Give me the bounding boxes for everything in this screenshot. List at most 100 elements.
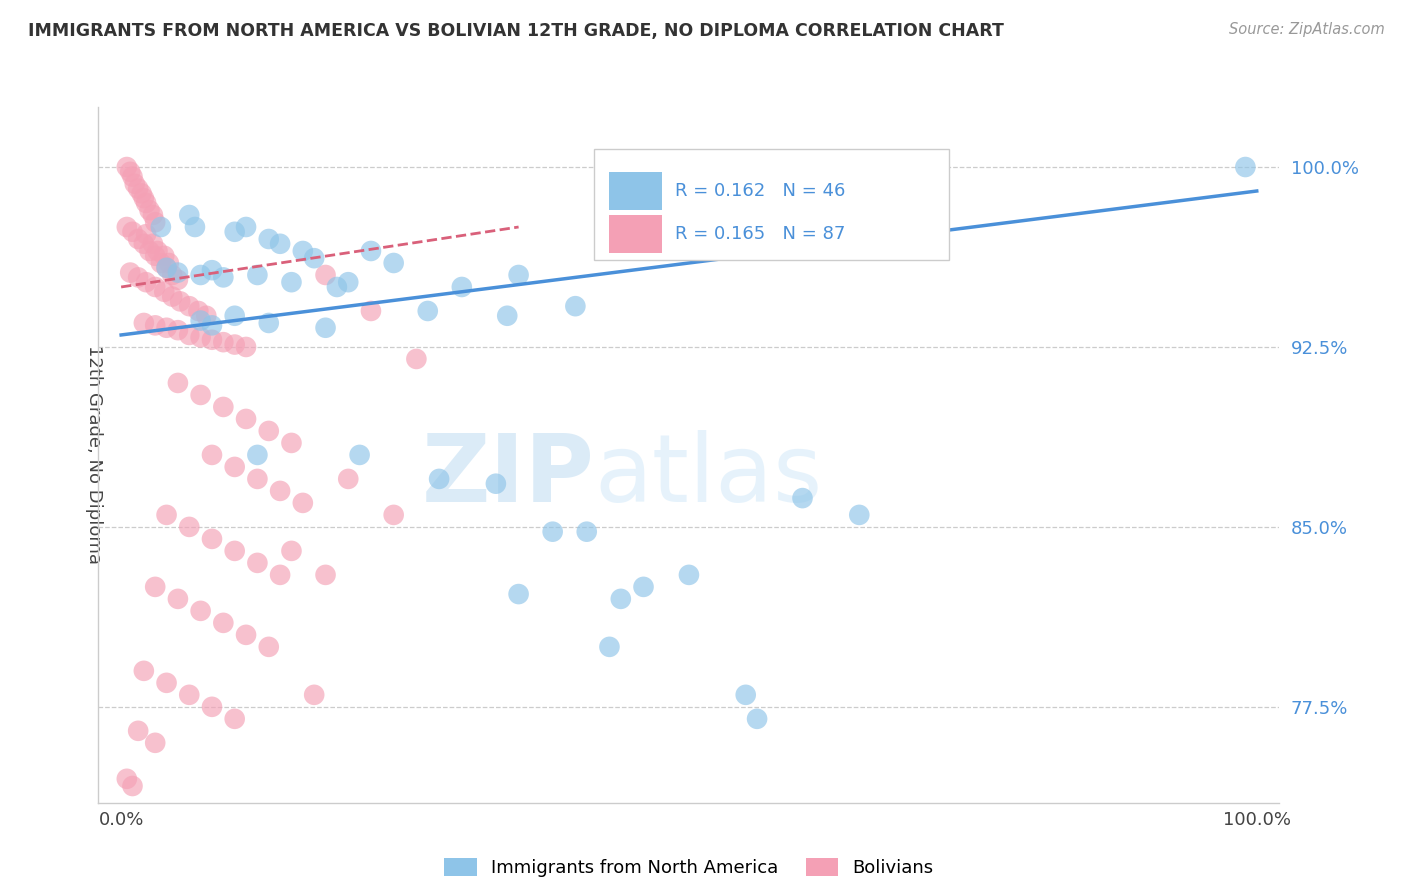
Point: [485, 476, 508, 491]
Point: [326, 280, 349, 294]
Point: [257, 316, 280, 330]
Point: [450, 280, 472, 294]
Point: [127, 232, 149, 246]
Point: [848, 508, 870, 522]
Point: [138, 244, 160, 258]
Point: [121, 169, 143, 184]
Point: [360, 244, 382, 258]
Y-axis label: 12th Grade, No Diploma: 12th Grade, No Diploma: [84, 345, 103, 565]
Text: R = 0.165   N = 87: R = 0.165 N = 87: [675, 225, 845, 243]
Point: [291, 244, 314, 258]
Point: [246, 472, 269, 486]
Point: [135, 275, 157, 289]
Point: [146, 244, 169, 258]
Point: [405, 351, 427, 366]
Point: [224, 309, 246, 323]
Point: [167, 323, 190, 337]
Point: [235, 412, 257, 426]
Point: [115, 772, 138, 786]
Point: [143, 580, 166, 594]
Point: [633, 580, 655, 594]
Point: [132, 236, 155, 251]
Text: IMMIGRANTS FROM NORTH AMERICA VS BOLIVIAN 12TH GRADE, NO DIPLOMA CORRELATION CHA: IMMIGRANTS FROM NORTH AMERICA VS BOLIVIA…: [28, 22, 1004, 40]
Point: [155, 260, 177, 275]
Point: [496, 309, 519, 323]
Point: [280, 544, 302, 558]
Text: atlas: atlas: [595, 430, 823, 522]
Point: [179, 520, 201, 534]
Text: R = 0.162   N = 46: R = 0.162 N = 46: [675, 182, 845, 200]
Point: [575, 524, 598, 539]
Point: [678, 567, 700, 582]
FancyBboxPatch shape: [595, 149, 949, 260]
Point: [132, 191, 155, 205]
Point: [315, 320, 337, 334]
Point: [257, 424, 280, 438]
Point: [224, 459, 246, 474]
Point: [224, 544, 246, 558]
Point: [149, 256, 172, 270]
Point: [349, 448, 371, 462]
Point: [121, 779, 143, 793]
Point: [143, 736, 166, 750]
Point: [201, 448, 224, 462]
Point: [235, 219, 257, 234]
Point: [179, 688, 201, 702]
Bar: [609, 172, 662, 210]
Point: [610, 591, 633, 606]
Point: [269, 236, 291, 251]
Point: [153, 249, 176, 263]
Point: [564, 299, 586, 313]
Point: [121, 225, 143, 239]
Point: [598, 640, 620, 654]
Point: [142, 208, 165, 222]
Point: [382, 508, 405, 522]
Point: [132, 316, 155, 330]
Point: [138, 203, 160, 218]
Point: [135, 227, 157, 242]
Point: [235, 340, 257, 354]
Point: [131, 186, 153, 201]
Point: [212, 335, 235, 350]
Point: [315, 567, 337, 582]
Point: [143, 280, 166, 294]
Bar: [609, 215, 662, 253]
Point: [155, 320, 177, 334]
Point: [127, 723, 149, 738]
Point: [143, 318, 166, 333]
Point: [143, 215, 166, 229]
Text: Source: ZipAtlas.com: Source: ZipAtlas.com: [1229, 22, 1385, 37]
Point: [257, 640, 280, 654]
Point: [212, 615, 235, 630]
Point: [190, 604, 212, 618]
Point: [201, 333, 224, 347]
Point: [155, 260, 177, 275]
Point: [167, 273, 190, 287]
Text: ZIP: ZIP: [422, 430, 595, 522]
Point: [162, 289, 183, 303]
Point: [135, 196, 157, 211]
Point: [179, 328, 201, 343]
Point: [201, 532, 224, 546]
Point: [302, 688, 325, 702]
Point: [190, 388, 212, 402]
Point: [382, 256, 405, 270]
Point: [416, 304, 439, 318]
Point: [224, 225, 246, 239]
Point: [127, 270, 149, 285]
Point: [127, 181, 149, 195]
Point: [115, 160, 138, 174]
Point: [291, 496, 314, 510]
Point: [337, 472, 360, 486]
Point: [149, 219, 172, 234]
Point: [120, 266, 142, 280]
Point: [734, 688, 756, 702]
Point: [1234, 160, 1257, 174]
Point: [224, 712, 246, 726]
Point: [142, 236, 165, 251]
Point: [153, 285, 176, 299]
Point: [302, 251, 325, 265]
Point: [541, 524, 564, 539]
Point: [360, 304, 382, 318]
Point: [315, 268, 337, 282]
